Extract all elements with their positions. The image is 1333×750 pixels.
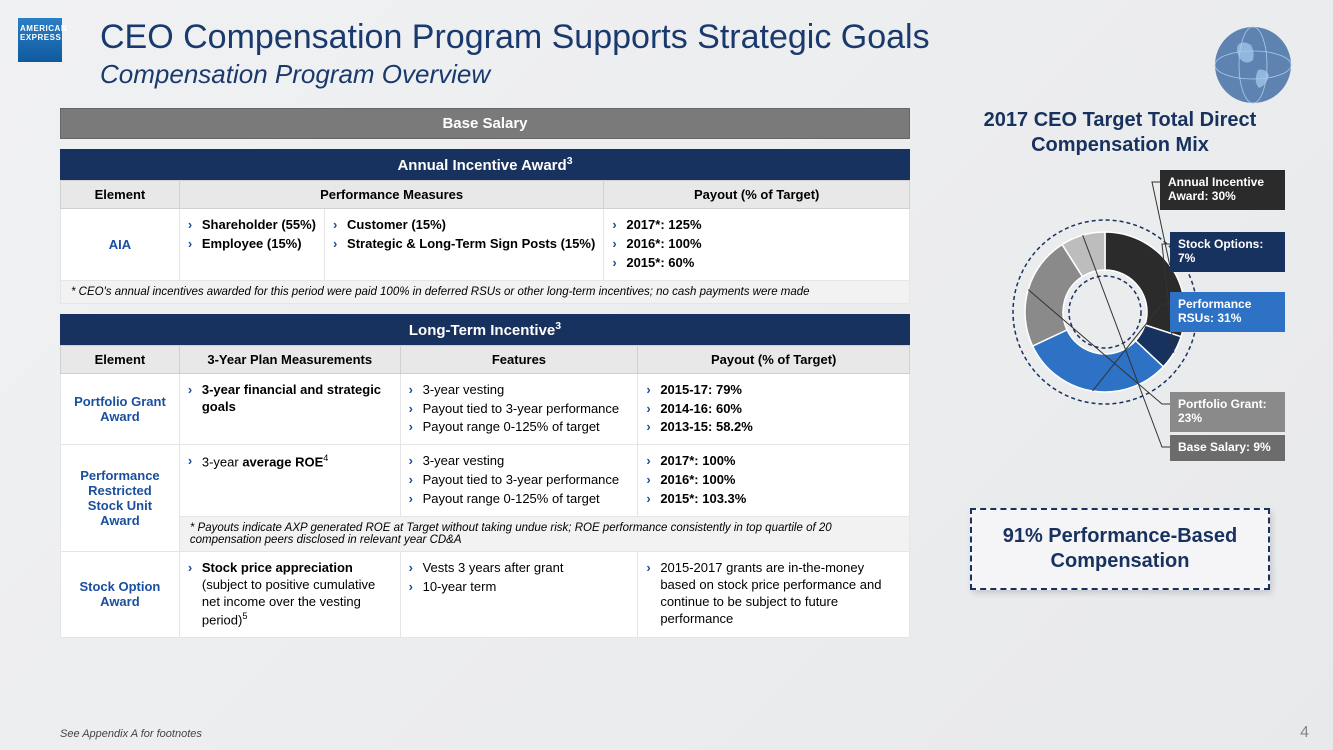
donut-callout: Portfolio Grant: 23% — [1170, 392, 1285, 432]
header: CEO Compensation Program Supports Strate… — [0, 0, 1333, 98]
aia-col-payout: Payout (% of Target) — [604, 181, 910, 209]
aia-col-measures: Performance Measures — [179, 181, 603, 209]
aia-measures-right: Customer (15%) Strategic & Long-Term Sig… — [325, 209, 604, 281]
lti-col-features: Features — [400, 345, 638, 373]
right-column: 2017 CEO Target Total Direct Compensatio… — [940, 108, 1300, 638]
lti-row0-measure: 3-year financial and strategic goals — [179, 373, 400, 445]
donut-callout: Base Salary: 9% — [1170, 435, 1285, 461]
aia-table: Element Performance Measures Payout (% o… — [60, 180, 910, 304]
amex-logo: AMERICAN EXPRESS — [18, 18, 62, 62]
aia-band: Annual Incentive Award3 — [60, 149, 910, 180]
page-number: 4 — [1300, 724, 1309, 742]
aia-measures-left: Shareholder (55%) Employee (15%) — [179, 209, 324, 281]
lti-row0-payouts: 2015-17: 79% 2014-16: 60% 2013-15: 58.2% — [638, 373, 910, 445]
lti-row1-payouts: 2017*: 100% 2016*: 100% 2015*: 103.3% — [638, 445, 910, 517]
lti-table: Element 3-Year Plan Measurements Feature… — [60, 345, 910, 638]
lti-row2-payout: 2015-2017 grants are in-the-money based … — [638, 552, 910, 638]
performance-box: 91% Performance-Based Compensation — [970, 508, 1270, 590]
donut-callout: Stock Options: 7% — [1170, 232, 1285, 272]
lti-col-element: Element — [61, 345, 180, 373]
lti-row1-measure: 3-year average ROE4 — [179, 445, 400, 517]
lti-col-measure: 3-Year Plan Measurements — [179, 345, 400, 373]
base-salary-band: Base Salary — [60, 108, 910, 139]
lti-row2-features: Vests 3 years after grant 10-year term — [400, 552, 638, 638]
lti-col-payout: Payout (% of Target) — [638, 345, 910, 373]
footnote-appendix: See Appendix A for footnotes — [60, 728, 202, 740]
lti-row0-element: Portfolio Grant Award — [61, 373, 180, 445]
page-subtitle: Compensation Program Overview — [100, 59, 1333, 90]
lti-row2-element: Stock Option Award — [61, 552, 180, 638]
lti-row1-features: 3-year vesting Payout tied to 3-year per… — [400, 445, 638, 517]
aia-payouts: 2017*: 125% 2016*: 100% 2015*: 60% — [604, 209, 910, 281]
aia-element: AIA — [61, 209, 180, 281]
lti-band: Long-Term Incentive3 — [60, 314, 910, 345]
aia-col-element: Element — [61, 181, 180, 209]
lti-row2-measure: Stock price appreciation (subject to pos… — [179, 552, 400, 638]
left-column: Base Salary Annual Incentive Award3 Elem… — [60, 108, 910, 638]
lti-row1-note: * Payouts indicate AXP generated ROE at … — [179, 517, 909, 552]
page-title: CEO Compensation Program Supports Strate… — [100, 18, 1333, 57]
aia-note: * CEO's annual incentives awarded for th… — [61, 280, 910, 303]
lti-row1-element: Performance Restricted Stock Unit Award — [61, 445, 180, 552]
donut-callout: Performance RSUs: 31% — [1170, 292, 1285, 332]
donut-callout: Annual Incentive Award: 30% — [1160, 170, 1285, 210]
globe-icon — [1183, 10, 1303, 130]
lti-row0-features: 3-year vesting Payout tied to 3-year per… — [400, 373, 638, 445]
donut-chart: Annual Incentive Award: 30% Stock Options… — [955, 170, 1285, 480]
